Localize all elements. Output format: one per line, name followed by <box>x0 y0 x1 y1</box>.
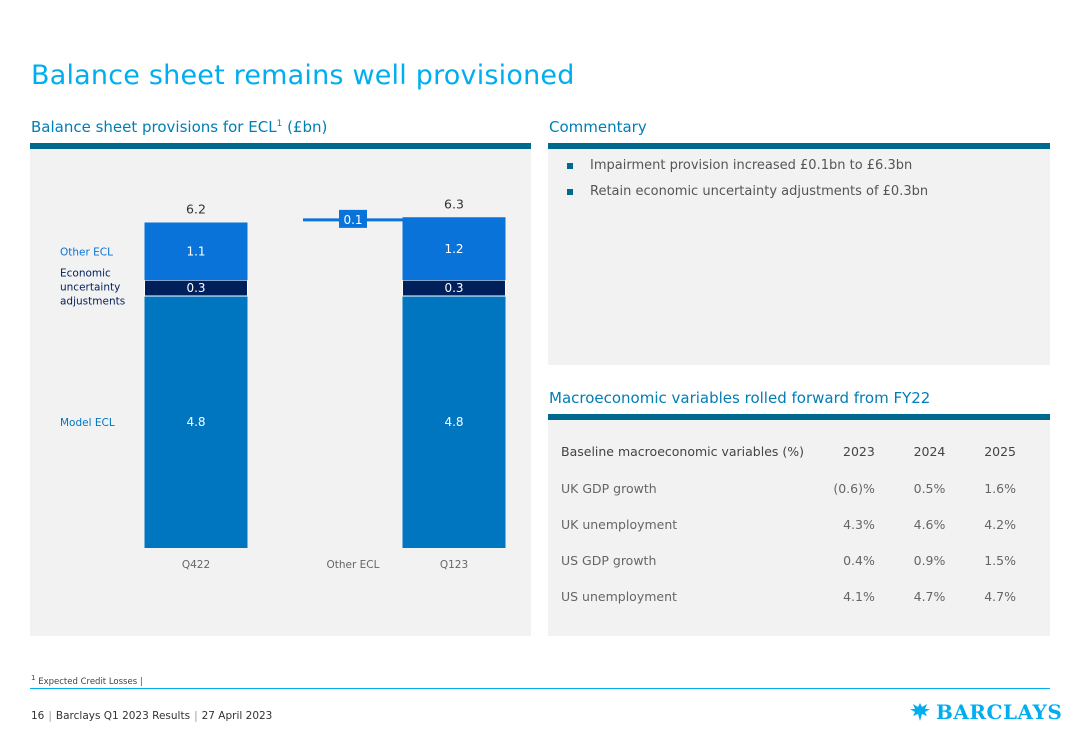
other-ecl-delta-label: 0.1 <box>343 213 362 227</box>
commentary-panel <box>548 149 1050 365</box>
macro-col-header: 2025 <box>984 443 1016 459</box>
commentary-bullet: Impairment provision increased £0.1bn to… <box>567 158 928 173</box>
model-ecl-label: 4.8 <box>444 415 463 429</box>
macro-panel <box>548 420 1050 636</box>
report-name: Barclays Q1 2023 Results <box>55 710 191 722</box>
macro-heading-rule <box>548 414 1050 420</box>
footer-separator: | <box>48 710 52 722</box>
macro-cell: 4.3% <box>843 516 875 532</box>
macro-cell: UK unemployment <box>561 516 678 532</box>
model-ecl-label: 4.8 <box>186 415 205 429</box>
macro-cell: 0.9% <box>913 552 946 568</box>
macro-cell: US GDP growth <box>561 552 657 568</box>
category-label: Other ECL <box>327 559 380 571</box>
macro-cell: US unemployment <box>561 588 677 604</box>
commentary-list: Impairment provision increased £0.1bn to… <box>567 158 928 210</box>
macro-cell: UK GDP growth <box>561 480 657 496</box>
other-ecl-label: 1.2 <box>444 242 463 256</box>
bullet-square-icon <box>567 163 573 169</box>
macro-cell: (0.6)% <box>833 480 875 496</box>
page-title: Balance sheet remains well provisioned <box>31 60 575 91</box>
macro-cell: 4.6% <box>913 516 946 532</box>
footer-separator: | <box>194 710 198 722</box>
barclays-logo: BARCLAYS <box>908 700 1062 724</box>
table-row: US unemployment 4.1% 4.7% 4.7% <box>549 578 1049 614</box>
commentary-bullet-text: Retain economic uncertainty adjustments … <box>590 184 929 199</box>
commentary-bullet: Retain economic uncertainty adjustments … <box>567 184 928 199</box>
eagle-icon <box>910 703 930 721</box>
legend-other-ecl: Other ECL <box>60 246 113 258</box>
legend-uncertainty-line: uncertainty <box>60 281 120 293</box>
macro-col-header: 2024 <box>913 443 946 459</box>
macro-cell: 4.7% <box>984 588 1016 604</box>
chart-heading-suffix: (£bn) <box>282 118 328 136</box>
category-label: Q422 <box>182 559 210 571</box>
model-ecl-bar <box>402 296 506 548</box>
total-label: 6.2 <box>186 202 206 217</box>
chart-heading-text: Balance sheet provisions for ECL <box>31 118 277 136</box>
legend-model-ecl: Model ECL <box>60 417 115 429</box>
bullet-square-icon <box>567 189 573 195</box>
other-ecl-delta-bar <box>339 209 367 228</box>
total-label: 6.3 <box>444 196 464 211</box>
uncertainty-adj-label: 0.3 <box>444 281 463 295</box>
report-date: 27 April 2023 <box>201 710 273 722</box>
footnote: 1 Expected Credit Losses | <box>31 673 143 687</box>
uncertainty-adj-label: 0.3 <box>186 281 205 295</box>
brand-wordmark: BARCLAYS <box>936 700 1063 724</box>
other-ecl-label: 1.1 <box>186 244 205 258</box>
commentary-bullet-text: Impairment provision increased £0.1bn to… <box>590 158 913 173</box>
macro-header-row: Baseline macroeconomic variables (%) 202… <box>549 432 1049 470</box>
macro-cell: 1.5% <box>984 552 1016 568</box>
footer: 16 | Barclays Q1 2023 Results | 27 April 202… <box>31 710 272 722</box>
other-ecl-bar <box>144 222 248 281</box>
macro-cell: 0.5% <box>913 480 946 496</box>
table-row: US GDP growth 0.4% 0.9% 1.5% <box>549 542 1049 578</box>
legend-uncertainty-line: adjustments <box>60 295 125 307</box>
legend-uncertainty-line: Economic <box>60 267 111 279</box>
commentary-heading: Commentary <box>549 118 647 136</box>
footnote-sup: 1 <box>31 673 36 682</box>
macro-cell: 1.6% <box>984 480 1016 496</box>
macro-cell: 0.4% <box>843 552 875 568</box>
macro-col-header: 2023 <box>843 443 875 459</box>
macro-col-header: Baseline macroeconomic variables (%) <box>561 443 805 459</box>
commentary-heading-rule <box>548 143 1050 149</box>
table-row: UK unemployment 4.3% 4.6% 4.2% <box>549 506 1049 542</box>
macro-cell: 4.7% <box>913 588 946 604</box>
other-ecl-bar <box>402 217 506 281</box>
macro-table: Baseline macroeconomic variables (%) 202… <box>549 432 1049 614</box>
ecl-chart: 4.8 0.3 1.1 6.2 4.8 0.3 1.2 6.3 0.1 Q422 Other ECL… <box>60 196 506 571</box>
chart-heading-rule <box>30 143 531 149</box>
chart-heading: Balance sheet provisions for ECL1 (£bn) <box>31 118 327 136</box>
macro-cell: 4.1% <box>843 588 875 604</box>
category-label: Q123 <box>440 559 468 571</box>
footnote-text: Expected Credit Losses | <box>35 676 143 687</box>
footer-rule <box>30 688 1050 689</box>
model-ecl-bar <box>144 296 248 548</box>
chart-heading-sup: 1 <box>276 119 283 129</box>
macro-cell: 4.2% <box>984 516 1016 532</box>
macro-heading: Macroeconomic variables rolled forward f… <box>549 389 931 407</box>
page-number: 16 <box>31 710 45 722</box>
table-row: UK GDP growth (0.6)% 0.5% 1.6% <box>549 470 1049 506</box>
